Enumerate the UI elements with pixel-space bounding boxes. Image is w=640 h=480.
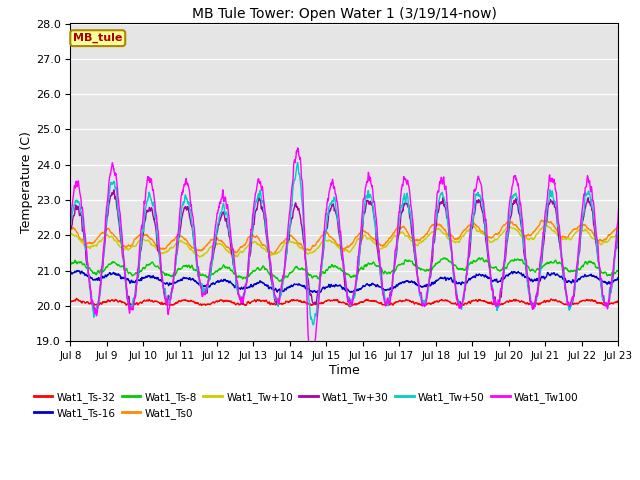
Y-axis label: Temperature (C): Temperature (C): [20, 132, 33, 233]
X-axis label: Time: Time: [329, 364, 360, 377]
Text: MB_tule: MB_tule: [73, 33, 122, 43]
Title: MB Tule Tower: Open Water 1 (3/19/14-now): MB Tule Tower: Open Water 1 (3/19/14-now…: [192, 7, 497, 21]
Legend: Wat1_Ts-32, Wat1_Ts-16, Wat1_Ts-8, Wat1_Ts0, Wat1_Tw+10, Wat1_Tw+30, Wat1_Tw+50,: Wat1_Ts-32, Wat1_Ts-16, Wat1_Ts-8, Wat1_…: [29, 388, 582, 423]
